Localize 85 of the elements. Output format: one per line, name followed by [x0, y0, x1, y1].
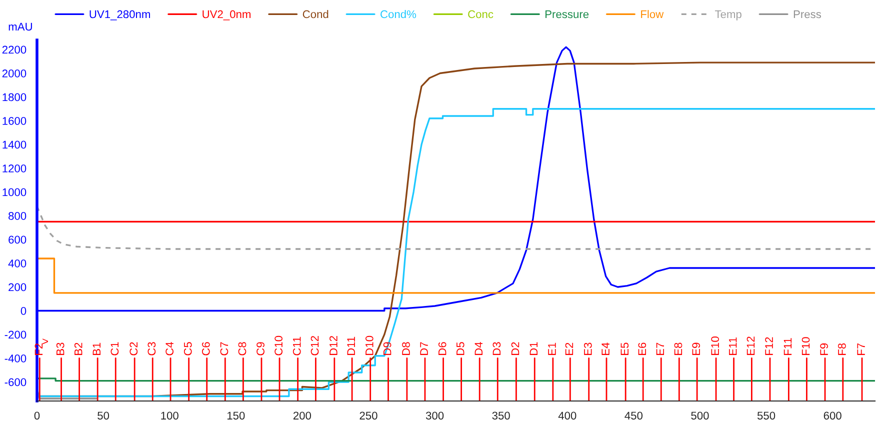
- x-tick-label: 500: [691, 412, 709, 420]
- ref-line-label: C7: [220, 342, 228, 356]
- x-tick-label: 0: [34, 412, 40, 420]
- ref-line-label: D2: [511, 342, 520, 355]
- x-tick-label: 550: [757, 412, 776, 420]
- legend-label: UV1_280nm: [90, 10, 150, 20]
- x-tick-label: 50: [98, 412, 110, 420]
- ref-line-label: C11: [292, 336, 301, 356]
- ref-line-label: C2: [130, 342, 138, 356]
- y-tick-label: 2000: [2, 70, 26, 78]
- x-tick-label: 400: [558, 412, 576, 420]
- ref-line-label: E10: [711, 336, 719, 355]
- legend-label: Cond: [302, 10, 328, 18]
- ref-line-label: E6: [638, 342, 646, 355]
- ref-line-label: E9: [692, 342, 700, 355]
- y-tick-label: 2200: [2, 46, 26, 54]
- ref-line-label: D6: [438, 342, 446, 355]
- ref-line-label: C5: [184, 342, 192, 356]
- x-tick-label: 250: [360, 412, 378, 420]
- ref-line-label: F7: [857, 343, 865, 355]
- legend-label: Cond%: [380, 10, 416, 18]
- ref-line-label: F10: [802, 337, 810, 355]
- ref-line-label: C6: [202, 342, 210, 356]
- legend-label: Pressure: [546, 10, 589, 18]
- ref-line-label: F2: [34, 343, 43, 355]
- ref-line-label: D4: [474, 342, 482, 355]
- y-tick-label: -400: [4, 354, 26, 362]
- y-tick-label: -600: [4, 378, 26, 386]
- ref-line-label: C10: [274, 336, 282, 356]
- ref-line-label: C12: [310, 336, 319, 356]
- ref-line-label: D8: [402, 342, 410, 355]
- ref-line-label: E8: [674, 342, 682, 355]
- legend-label: Press: [794, 10, 822, 18]
- x-tick-label: 600: [824, 412, 842, 420]
- y-tick-label: -200: [4, 330, 26, 339]
- y-tick-label: 1800: [2, 93, 26, 102]
- y-axis-title: mAU: [8, 22, 32, 31]
- ref-line-label: E12: [746, 336, 755, 355]
- ref-line-label: D7: [420, 342, 428, 355]
- x-tick-label: 350: [492, 412, 510, 420]
- ref-line-label: D5: [456, 342, 464, 355]
- ref-line-label: C8: [238, 342, 246, 356]
- y-tick-label: 1200: [2, 164, 26, 172]
- ref-line-label: C4: [166, 342, 174, 356]
- ref-line-label: C3: [148, 342, 156, 356]
- y-tick-label: 1400: [2, 140, 26, 149]
- y-tick-label: 400: [8, 260, 26, 268]
- y-tick-label: 800: [8, 212, 26, 220]
- ref-line-label: D11: [347, 336, 355, 355]
- ref-line-label: F12: [765, 337, 773, 355]
- ref-line-label: F9: [820, 343, 828, 355]
- y-tick-label: 200: [8, 283, 26, 292]
- ref-line-label: F8: [838, 343, 846, 355]
- x-tick-label: 100: [161, 412, 178, 420]
- legend-label: Temp: [714, 10, 742, 20]
- ref-line-label: D10: [365, 336, 374, 355]
- ref-line-label: D3: [492, 342, 501, 355]
- ref-line-label: C9: [256, 342, 264, 356]
- legend-label: Flow: [641, 10, 664, 18]
- ref-line-label: D9: [383, 342, 392, 355]
- y-tick-label: 0: [20, 307, 26, 315]
- ref-line-label: E4: [602, 342, 610, 355]
- ref-line-label: E2: [565, 342, 574, 355]
- x-tick-label: 450: [624, 412, 643, 420]
- ref-line-label: B1: [92, 342, 100, 355]
- legend-label: UV2_0nm: [202, 10, 250, 20]
- x-tick-label: 300: [426, 412, 444, 420]
- ref-line-label: D1: [530, 342, 538, 355]
- ref-line-label: F11: [784, 338, 792, 355]
- annotation: >: [42, 338, 48, 344]
- y-tick-label: 600: [8, 236, 26, 244]
- ref-line-label: E5: [620, 342, 629, 355]
- ref-line-label: B3: [56, 342, 64, 355]
- ref-line-label: E11: [729, 337, 737, 355]
- ref-line-label: E1: [548, 342, 556, 355]
- x-tick-label: 200: [293, 412, 312, 420]
- y-tick-label: 1600: [2, 117, 26, 125]
- ref-line-label: B2: [74, 342, 82, 355]
- ref-line-label: C1: [110, 342, 119, 356]
- x-tick-label: 150: [227, 412, 245, 420]
- y-tick-label: 1000: [2, 188, 26, 196]
- ref-line-label: D12: [330, 336, 338, 355]
- ref-line-label: E3: [584, 342, 592, 355]
- ref-line-label: E7: [656, 342, 664, 355]
- legend-label: Conc: [468, 10, 494, 18]
